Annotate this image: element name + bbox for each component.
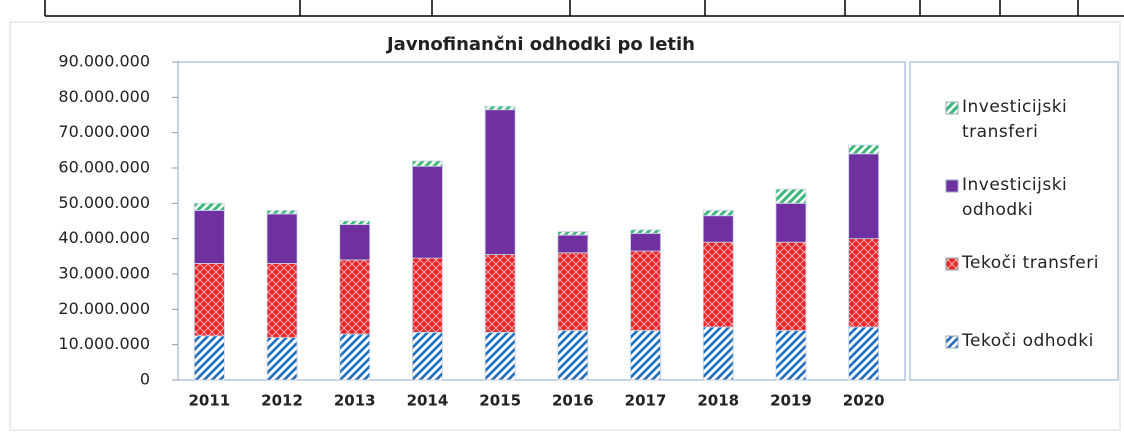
bar-segment	[339, 220, 371, 225]
x-tick-label: 2016	[552, 392, 594, 410]
legend-swatch	[945, 335, 959, 349]
bar-segment	[193, 262, 225, 337]
chart-title: Javnofinančni odhodki po letih	[385, 34, 695, 55]
bar-segment	[557, 252, 589, 331]
bar-segment	[266, 209, 298, 215]
legend-label: Tekoči odhodki	[962, 331, 1094, 351]
bar-segment	[484, 331, 516, 381]
bar-segment	[630, 330, 661, 381]
bar-segment	[775, 241, 807, 331]
bar-segment	[412, 160, 443, 167]
bar-segment	[412, 165, 443, 259]
bar-segment	[630, 232, 661, 252]
bar-segment	[702, 209, 734, 217]
x-tick-label: 2020	[843, 392, 885, 410]
y-tick-label: 10.000.000	[58, 334, 150, 353]
bar-segment	[557, 330, 589, 381]
bar-segment	[412, 331, 443, 381]
legend-swatch	[945, 101, 959, 115]
legend-label: Investicijski odhodki	[962, 175, 1068, 220]
bar-segment	[630, 229, 661, 234]
legend-box	[909, 61, 1119, 381]
chart-border	[9, 21, 1121, 431]
legend-swatch	[945, 257, 959, 271]
legend-label: Tekoči transferi	[962, 253, 1099, 273]
plot-area	[177, 61, 906, 381]
bar-segment	[630, 250, 661, 331]
bar-segment	[775, 330, 807, 381]
y-tick-label: 70.000.000	[58, 122, 150, 141]
legend-swatch	[945, 179, 959, 193]
x-tick-label: 2014	[407, 392, 449, 410]
bar-segment	[193, 335, 225, 381]
bar-segment	[702, 215, 734, 243]
x-tick-label: 2012	[261, 392, 303, 410]
bar-segment	[702, 241, 734, 328]
bar-segment	[848, 144, 880, 155]
bar-segment	[339, 259, 371, 335]
y-tick-label: 90.000.000	[58, 52, 150, 71]
x-tick-label: 2019	[770, 392, 812, 410]
bar-segment	[193, 209, 225, 264]
bar-segment	[193, 202, 225, 211]
bar-segment	[484, 105, 516, 111]
bar-segment	[557, 231, 589, 236]
y-tick-label: 30.000.000	[58, 264, 150, 283]
bar-segment	[848, 238, 880, 328]
legend-label: Investicijski transferi	[962, 97, 1068, 142]
bar-segment	[775, 202, 807, 243]
bar-segment	[412, 257, 443, 333]
bar-segment	[848, 153, 880, 240]
x-tick-label: 2013	[334, 392, 376, 410]
bar-segment	[484, 109, 516, 255]
bar-segment	[775, 188, 807, 204]
x-tick-label: 2011	[188, 392, 230, 410]
bar-segment	[266, 213, 298, 264]
y-tick-label: 50.000.000	[58, 193, 150, 212]
bar-segment	[266, 262, 298, 338]
bar-segment	[848, 326, 880, 381]
x-tick-label: 2015	[479, 392, 521, 410]
y-tick-label: 40.000.000	[58, 228, 150, 247]
bar-segment	[484, 254, 516, 333]
bar-segment	[339, 224, 371, 261]
bar-segment	[702, 326, 734, 381]
y-tick-label: 80.000.000	[58, 87, 150, 106]
bar-segment	[557, 234, 589, 254]
bar-segment	[339, 333, 371, 381]
y-tick-label: 20.000.000	[58, 299, 150, 318]
x-tick-label: 2017	[625, 392, 667, 410]
x-tick-label: 2018	[697, 392, 739, 410]
y-tick-label: 0	[140, 370, 150, 389]
bar-segment	[266, 337, 298, 381]
y-tick-label: 60.000.000	[58, 158, 150, 177]
table-edge	[44, 0, 1124, 17]
